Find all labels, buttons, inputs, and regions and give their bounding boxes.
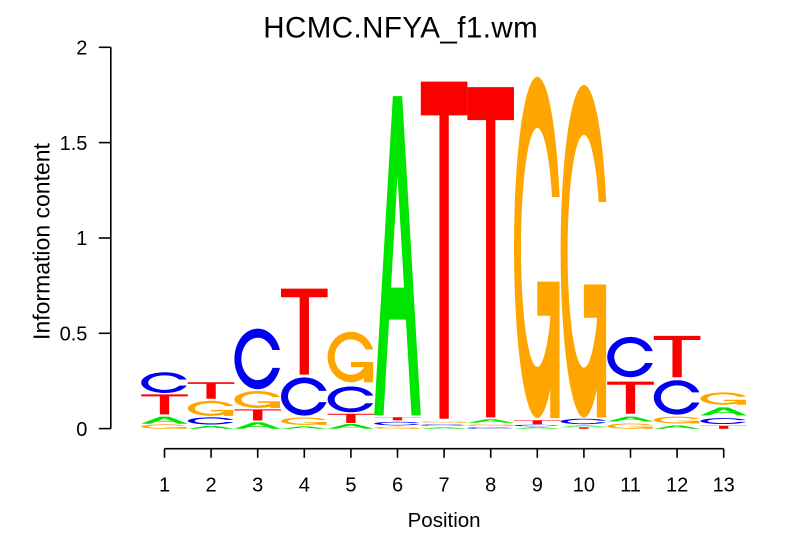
svg-text:1: 1: [159, 474, 170, 496]
svg-text:HCMC.NFYA_f1.wm: HCMC.NFYA_f1.wm: [263, 12, 538, 45]
svg-text:1.5: 1.5: [60, 133, 88, 155]
svg-text:11: 11: [620, 474, 641, 496]
svg-text:Information content: Information content: [28, 142, 54, 340]
svg-text:10: 10: [573, 474, 595, 496]
svg-text:Position: Position: [408, 509, 481, 532]
svg-text:6: 6: [392, 474, 403, 496]
svg-text:13: 13: [713, 474, 735, 496]
svg-text:8: 8: [485, 474, 496, 496]
svg-text:12: 12: [666, 474, 688, 496]
svg-text:4: 4: [299, 474, 310, 496]
svg-text:5: 5: [345, 474, 356, 496]
svg-text:0: 0: [76, 419, 87, 441]
svg-text:7: 7: [439, 474, 450, 496]
svg-text:9: 9: [532, 474, 543, 496]
svg-text:1: 1: [76, 228, 87, 250]
svg-text:0.5: 0.5: [60, 324, 88, 346]
svg-text:2: 2: [76, 38, 87, 60]
svg-text:3: 3: [252, 474, 263, 496]
svg-text:2: 2: [206, 474, 217, 496]
